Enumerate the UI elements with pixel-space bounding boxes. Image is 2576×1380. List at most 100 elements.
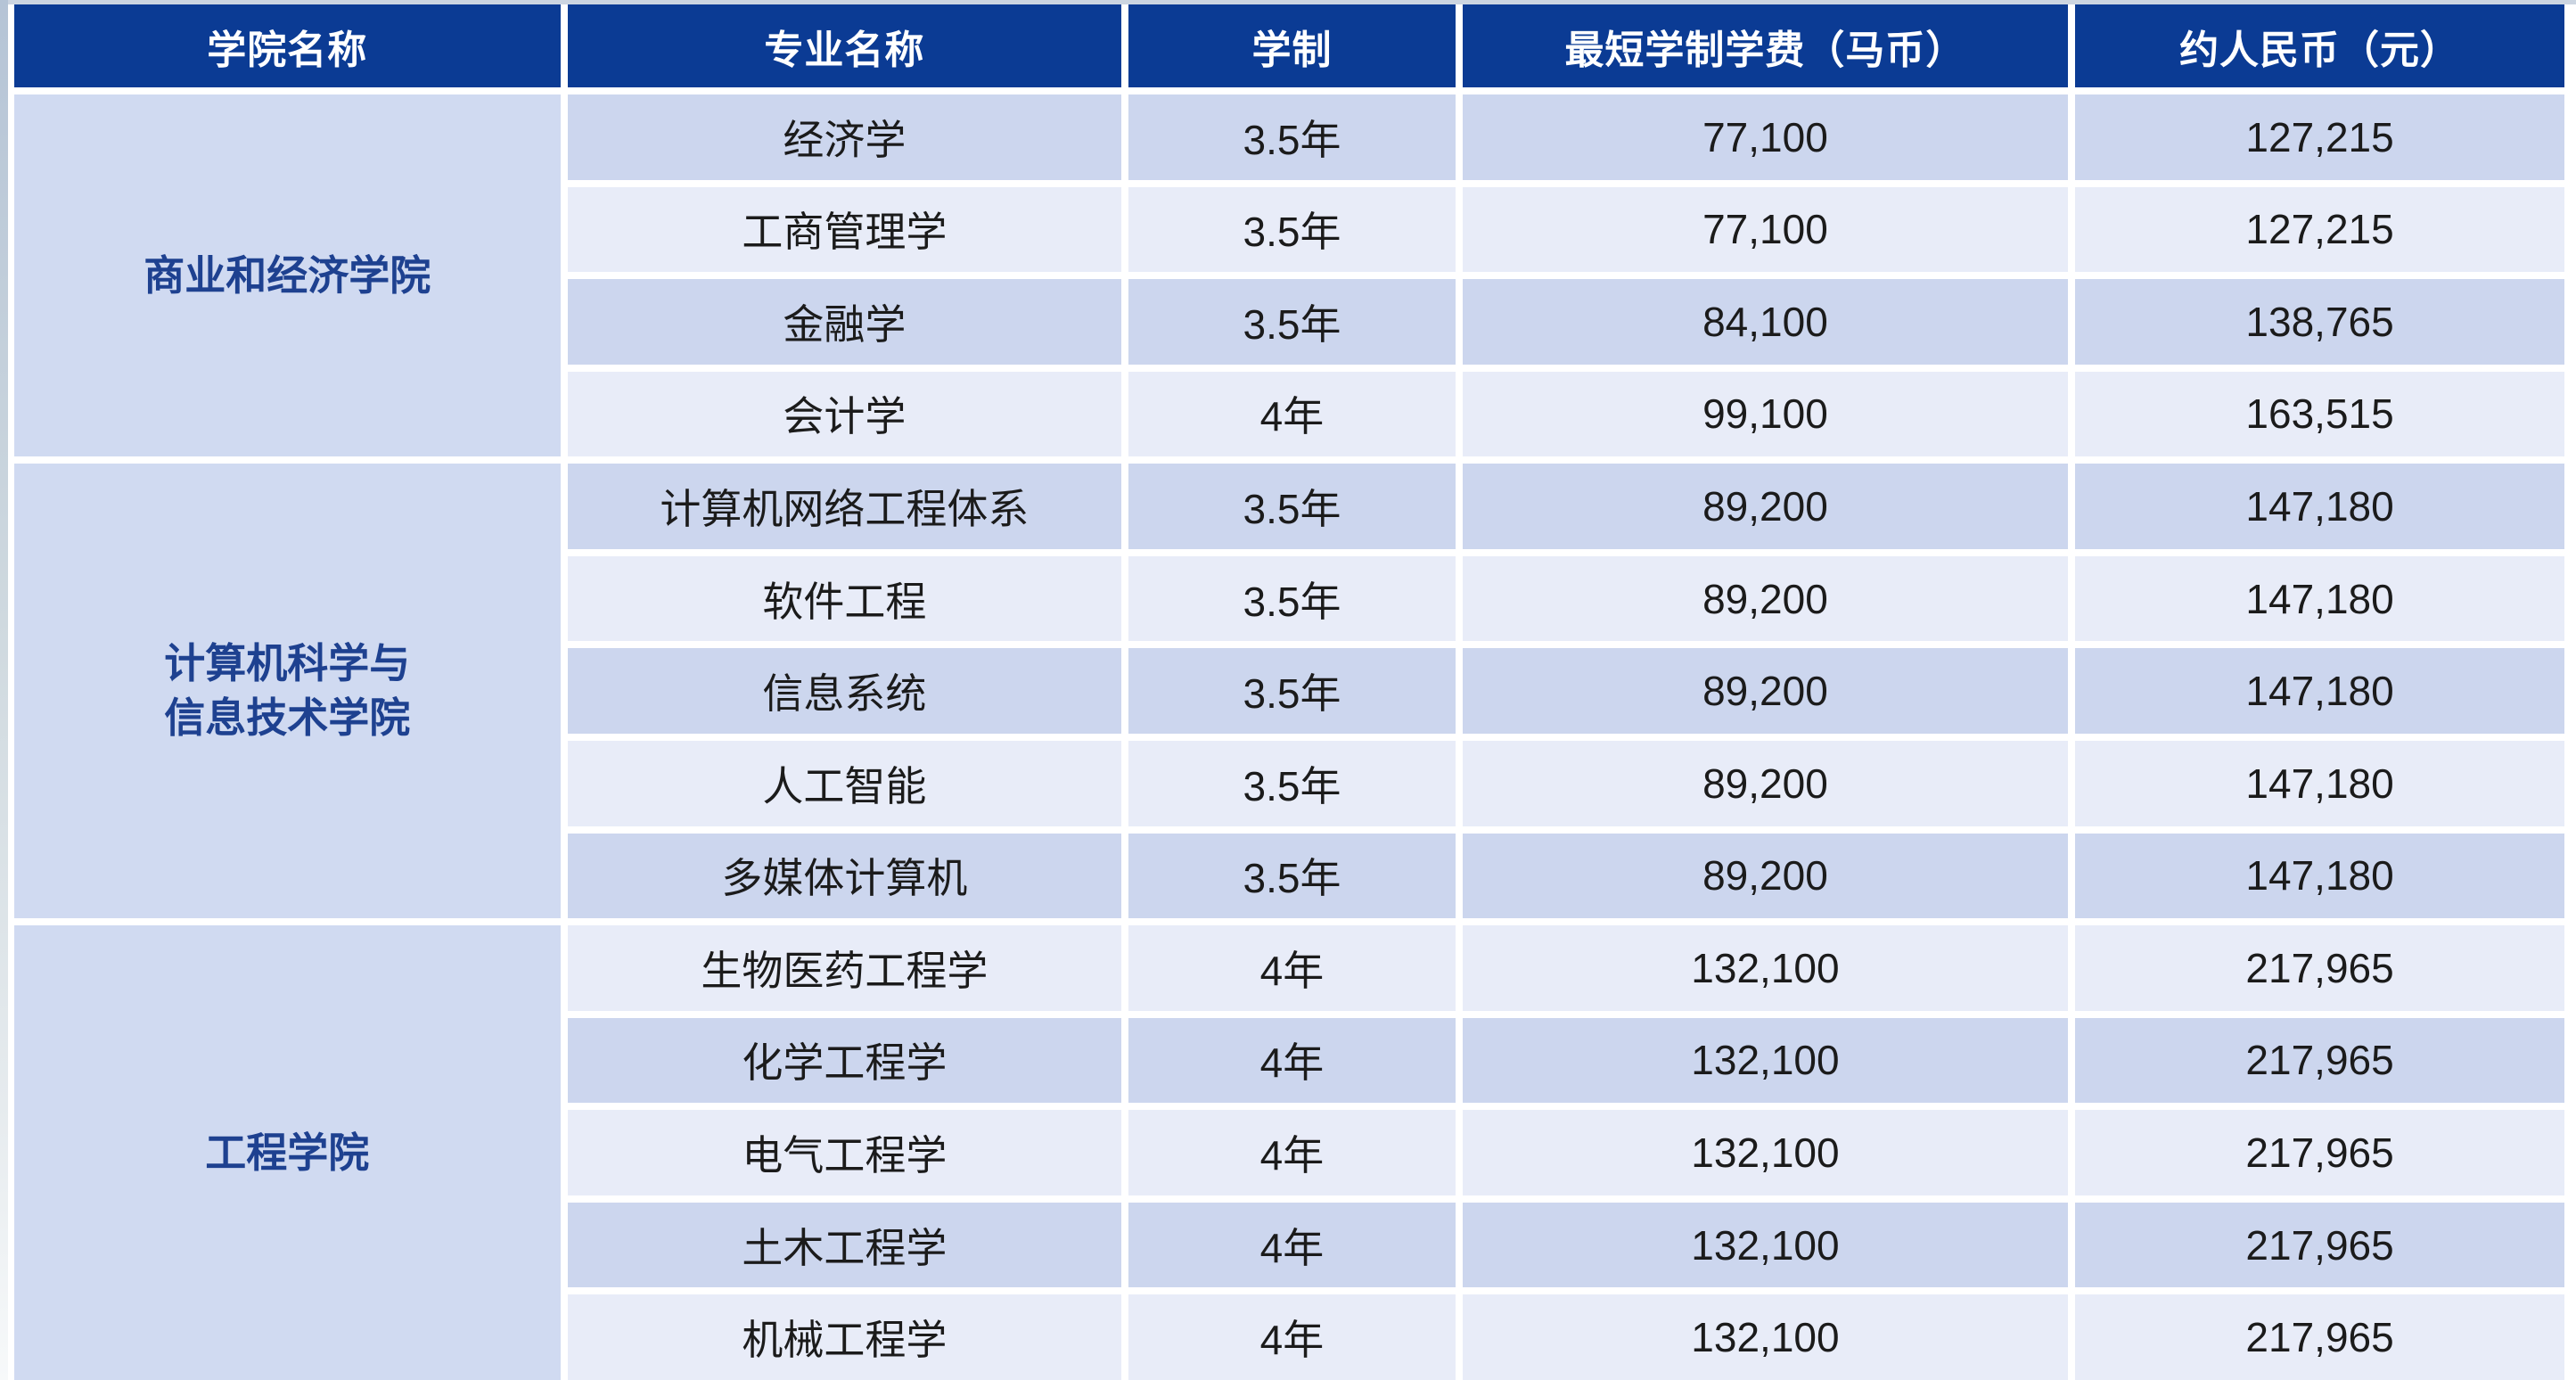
fee-myr-value: 132,100 xyxy=(1691,944,1840,991)
fee-myr-value: 132,100 xyxy=(1691,1129,1840,1177)
column-header-major: 专业名称 xyxy=(567,4,1122,87)
fee-myr-value: 77,100 xyxy=(1702,113,1828,160)
major-value: 多媒体计算机 xyxy=(721,855,968,902)
duration-cell: 3.5年 xyxy=(1128,740,1456,826)
duration-cell: 3.5年 xyxy=(1128,833,1456,919)
column-header-label: 最短学制学费（马币） xyxy=(1564,28,1966,72)
duration-cell: 3.5年 xyxy=(1128,648,1456,734)
fee-cny-value: 217,965 xyxy=(2245,1129,2394,1177)
fee-cny-cell: 127,215 xyxy=(2075,186,2564,273)
major-cell: 生物医药工程学 xyxy=(567,925,1122,1011)
duration-cell: 3.5年 xyxy=(1128,186,1456,273)
fee-cny-cell: 163,515 xyxy=(2075,371,2564,457)
major-cell: 会计学 xyxy=(567,371,1122,457)
fee-myr-value: 132,100 xyxy=(1691,1221,1840,1269)
fee-myr-cell: 132,100 xyxy=(1462,1202,2069,1288)
duration-cell: 4年 xyxy=(1128,1202,1456,1288)
college-name-line: 商业和经济学院 xyxy=(144,251,431,299)
fee-myr-value: 89,200 xyxy=(1702,575,1828,622)
fee-myr-value: 89,200 xyxy=(1702,852,1828,899)
major-cell: 机械工程学 xyxy=(567,1294,1122,1380)
fee-myr-cell: 132,100 xyxy=(1462,925,2069,1011)
fee-myr-cell: 99,100 xyxy=(1462,371,2069,457)
fee-myr-value: 132,100 xyxy=(1691,1314,1840,1361)
major-cell: 信息系统 xyxy=(567,648,1122,734)
fee-cny-value: 147,180 xyxy=(2245,668,2394,715)
fee-myr-value: 77,100 xyxy=(1702,206,1828,253)
duration-cell: 3.5年 xyxy=(1128,464,1456,549)
top-edge-strip xyxy=(0,0,2576,4)
column-header-college: 学院名称 xyxy=(14,4,561,87)
fee-myr-cell: 89,200 xyxy=(1462,555,2069,642)
fee-cny-cell: 217,965 xyxy=(2075,925,2564,1011)
fee-cny-value: 217,965 xyxy=(2245,1314,2394,1361)
major-value: 软件工程 xyxy=(762,578,927,625)
fee-myr-cell: 89,200 xyxy=(1462,464,2069,549)
fee-cny-value: 217,965 xyxy=(2245,1221,2394,1269)
column-header-label: 约人民币（元） xyxy=(2179,28,2461,72)
column-header-duration: 学制 xyxy=(1128,4,1456,87)
duration-value: 4年 xyxy=(1259,393,1325,440)
major-cell: 化学工程学 xyxy=(567,1017,1122,1104)
duration-value: 3.5年 xyxy=(1243,116,1341,163)
major-value: 生物医药工程学 xyxy=(701,947,989,994)
fee-myr-value: 89,200 xyxy=(1702,483,1828,530)
fee-cny-cell: 147,180 xyxy=(2075,833,2564,919)
major-value: 工商管理学 xyxy=(742,209,948,256)
fee-cny-cell: 217,965 xyxy=(2075,1110,2564,1195)
duration-cell: 4年 xyxy=(1128,1017,1456,1104)
fee-myr-value: 89,200 xyxy=(1702,760,1828,807)
college-cell: 计算机科学与 信息技术学院 xyxy=(14,464,561,919)
fee-cny-value: 147,180 xyxy=(2245,575,2394,622)
major-value: 会计学 xyxy=(783,393,907,440)
duration-value: 3.5年 xyxy=(1243,670,1341,718)
major-cell: 金融学 xyxy=(567,279,1122,365)
fee-cny-cell: 147,180 xyxy=(2075,648,2564,734)
fee-myr-cell: 132,100 xyxy=(1462,1017,2069,1104)
duration-value: 3.5年 xyxy=(1243,578,1341,625)
duration-cell: 4年 xyxy=(1128,371,1456,457)
fee-myr-value: 99,100 xyxy=(1702,390,1828,438)
fee-myr-cell: 77,100 xyxy=(1462,94,2069,180)
college-name-line: 计算机科学与 xyxy=(164,640,411,687)
fee-cny-value: 217,965 xyxy=(2245,944,2394,991)
major-value: 机械工程学 xyxy=(742,1317,948,1364)
fee-cny-cell: 147,180 xyxy=(2075,464,2564,549)
left-edge-strip xyxy=(0,0,8,1380)
fee-cny-cell: 217,965 xyxy=(2075,1017,2564,1104)
duration-value: 3.5年 xyxy=(1243,300,1341,348)
fee-cny-cell: 138,765 xyxy=(2075,279,2564,365)
major-value: 金融学 xyxy=(783,300,907,348)
fee-myr-cell: 84,100 xyxy=(1462,279,2069,365)
fee-cny-value: 217,965 xyxy=(2245,1037,2394,1084)
duration-cell: 4年 xyxy=(1128,1294,1456,1380)
fee-cny-cell: 147,180 xyxy=(2075,740,2564,826)
tuition-table: 学院名称 专业名称 学制 最短学制学费（马币） 约人民币（元） 商业和经济学院 经济学 3.5… xyxy=(14,4,2564,1380)
fee-myr-cell: 132,100 xyxy=(1462,1110,2069,1195)
major-value: 经济学 xyxy=(783,116,907,163)
college-cell: 商业和经济学院 xyxy=(14,94,561,457)
duration-value: 4年 xyxy=(1259,1224,1325,1271)
major-cell: 多媒体计算机 xyxy=(567,833,1122,919)
major-cell: 软件工程 xyxy=(567,555,1122,642)
fee-myr-value: 84,100 xyxy=(1702,298,1828,345)
duration-cell: 4年 xyxy=(1128,1110,1456,1195)
duration-value: 3.5年 xyxy=(1243,762,1341,809)
fee-cny-cell: 217,965 xyxy=(2075,1202,2564,1288)
major-value: 计算机网络工程体系 xyxy=(660,486,1030,533)
fee-myr-cell: 89,200 xyxy=(1462,833,2069,919)
duration-value: 3.5年 xyxy=(1243,855,1341,902)
fee-myr-cell: 89,200 xyxy=(1462,648,2069,734)
fee-cny-value: 147,180 xyxy=(2245,760,2394,807)
fee-cny-value: 138,765 xyxy=(2245,298,2394,345)
duration-value: 3.5年 xyxy=(1243,486,1341,533)
fee-myr-value: 89,200 xyxy=(1702,668,1828,715)
fee-myr-value: 132,100 xyxy=(1691,1037,1840,1084)
duration-value: 3.5年 xyxy=(1243,209,1341,256)
duration-value: 4年 xyxy=(1259,1317,1325,1364)
duration-cell: 3.5年 xyxy=(1128,94,1456,180)
column-header-label: 专业名称 xyxy=(764,28,925,72)
major-cell: 工商管理学 xyxy=(567,186,1122,273)
major-cell: 电气工程学 xyxy=(567,1110,1122,1195)
